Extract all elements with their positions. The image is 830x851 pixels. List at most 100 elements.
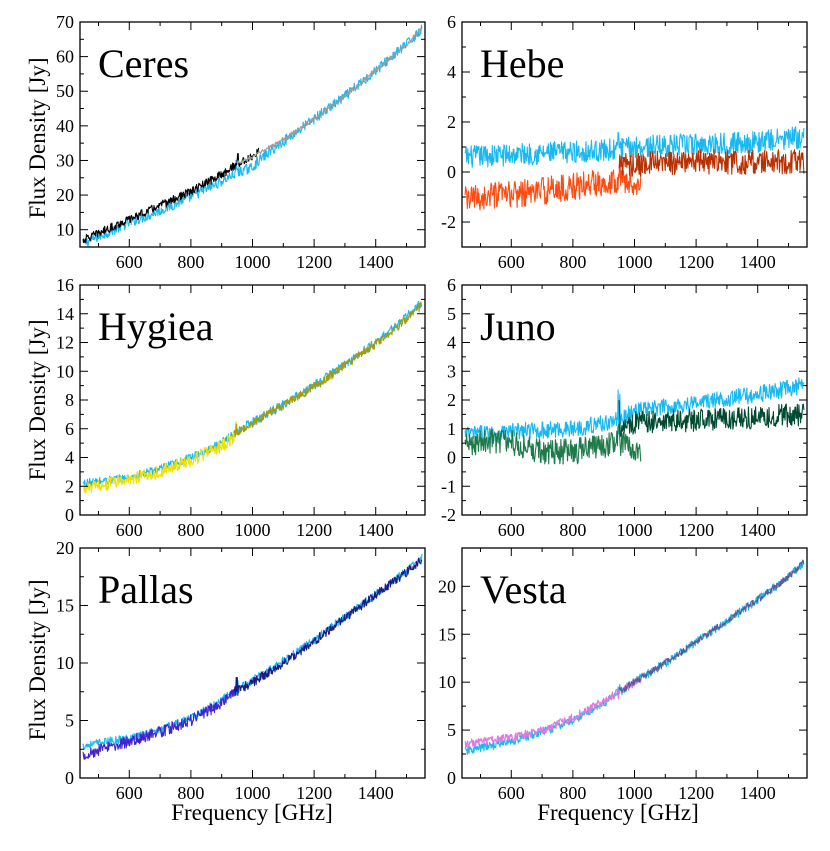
x-tick-label: 1000 <box>617 520 653 540</box>
y-tick-label: 0 <box>65 768 74 788</box>
y-tick-label: 10 <box>56 361 74 381</box>
y-tick-label: 50 <box>56 81 74 101</box>
x-tick-label: 1200 <box>678 520 714 540</box>
panel-pallas: 600 800 1000 1200 1400 0 5 10 15 20 Pallas <box>56 538 426 803</box>
y-tick-label: 2 <box>65 476 74 496</box>
series-group <box>82 553 423 760</box>
series-cyan <box>82 24 423 247</box>
series-cyan <box>464 126 805 168</box>
x-tick-label: 800 <box>177 783 204 803</box>
panel-hebe: 600 800 1000 1200 1400 -2 0 2 4 6 Hebe <box>441 12 808 272</box>
series-blue-violet <box>82 679 238 760</box>
panel-title: Vesta <box>480 567 567 612</box>
panel-title: Hebe <box>480 41 564 86</box>
x-tick-label: 600 <box>116 520 143 540</box>
series-group <box>82 300 423 495</box>
panel-title: Ceres <box>98 41 189 86</box>
y-tick-label: -1 <box>441 476 456 496</box>
y-tick-label: 20 <box>56 538 74 558</box>
y-tick-label: 0 <box>447 448 456 468</box>
x-tick-label: 600 <box>498 252 525 272</box>
x-tick-label: 1000 <box>617 783 653 803</box>
y-tick-label: 15 <box>438 624 456 644</box>
x-tick-label: 1200 <box>678 252 714 272</box>
series-group <box>464 377 805 465</box>
y-tick-label: 12 <box>56 333 74 353</box>
series-olive <box>233 301 423 438</box>
panel-juno: 600 800 1000 1200 1400 -2 -1 0 1 2 3 4 5 6 Juno <box>441 275 808 540</box>
x-tick-label: 800 <box>559 520 586 540</box>
series-cyan <box>464 377 805 443</box>
x-tick-label: 1200 <box>296 252 332 272</box>
y-tick-label: 3 <box>447 361 456 381</box>
y-tick-label: 10 <box>56 653 74 673</box>
y-tick-label: 5 <box>447 304 456 324</box>
x-tick-label: 600 <box>498 783 525 803</box>
x-axis-label-left: Frequency [GHz] <box>171 800 333 825</box>
x-tick-label: 800 <box>177 520 204 540</box>
y-tick-label: 5 <box>447 720 456 740</box>
panel-title: Hygiea <box>98 304 214 349</box>
x-tick-label: 600 <box>116 783 143 803</box>
y-tick-label: 6 <box>65 419 74 439</box>
x-tick-label: 1000 <box>235 520 271 540</box>
y-tick-label: 4 <box>65 448 74 468</box>
x-tick-label: 1400 <box>740 252 776 272</box>
y-tick-label: 70 <box>56 12 74 32</box>
panel-title: Pallas <box>98 567 194 612</box>
x-tick-label: 1400 <box>740 520 776 540</box>
x-tick-label: 800 <box>559 252 586 272</box>
y-tick-label: 0 <box>447 162 456 182</box>
y-tick-label: 15 <box>56 596 74 616</box>
y-axis-label-middle: Flux Density [Jy] <box>25 320 50 481</box>
x-tick-label: 600 <box>116 252 143 272</box>
y-tick-label: 20 <box>56 185 74 205</box>
series-grey <box>236 28 423 164</box>
y-tick-label: 0 <box>447 768 456 788</box>
series-orange-red <box>464 154 642 211</box>
y-tick-label: 10 <box>438 672 456 692</box>
x-tick-label: 1200 <box>678 783 714 803</box>
x-tick-label: 800 <box>177 252 204 272</box>
x-tick-label: 1200 <box>296 520 332 540</box>
x-tick-label: 1000 <box>235 783 271 803</box>
x-tick-label: 1000 <box>235 252 271 272</box>
x-tick-label: 1400 <box>358 783 394 803</box>
series-group <box>464 559 805 755</box>
series-teal <box>464 423 642 465</box>
y-tick-label: 20 <box>438 576 456 596</box>
panel-ceres: 600 800 1000 1200 1400 10 20 30 40 50 60 70 Ceres <box>56 12 426 272</box>
y-axis-label-bottom: Flux Density [Jy] <box>25 580 50 741</box>
series-group <box>82 24 423 247</box>
x-tick-label: 1400 <box>358 252 394 272</box>
x-tick-label: 1400 <box>740 783 776 803</box>
series-navy <box>233 557 423 696</box>
y-tick-label: -2 <box>441 505 456 525</box>
y-tick-label: 5 <box>65 711 74 731</box>
y-tick-label: 2 <box>447 112 456 132</box>
x-tick-label: 800 <box>559 783 586 803</box>
y-tick-label: 4 <box>447 62 456 82</box>
x-axis-label-right: Frequency [GHz] <box>537 800 699 825</box>
y-tick-label: -2 <box>441 212 456 232</box>
x-tick-label: 1400 <box>358 520 394 540</box>
series-group <box>464 126 805 211</box>
series-dark-red <box>618 148 805 178</box>
y-tick-label: 0 <box>65 505 74 525</box>
series-black <box>82 147 260 244</box>
panel-hygiea: 600 800 1000 1200 1400 0 2 4 6 8 10 12 14 16 Hygiea <box>56 275 426 540</box>
y-tick-label: 2 <box>447 390 456 410</box>
series-dark-green <box>618 400 805 438</box>
x-tick-label: 600 <box>498 520 525 540</box>
y-tick-label: 6 <box>447 12 456 32</box>
y-tick-label: 30 <box>56 150 74 170</box>
y-tick-label: 8 <box>65 390 74 410</box>
y-tick-label: 1 <box>447 419 456 439</box>
y-tick-label: 40 <box>56 116 74 136</box>
panel-title: Juno <box>480 304 556 349</box>
y-axis-label-top: Flux Density [Jy] <box>25 58 50 219</box>
x-tick-label: 1200 <box>296 783 332 803</box>
y-tick-label: 14 <box>56 304 74 324</box>
series-violet <box>464 676 642 748</box>
